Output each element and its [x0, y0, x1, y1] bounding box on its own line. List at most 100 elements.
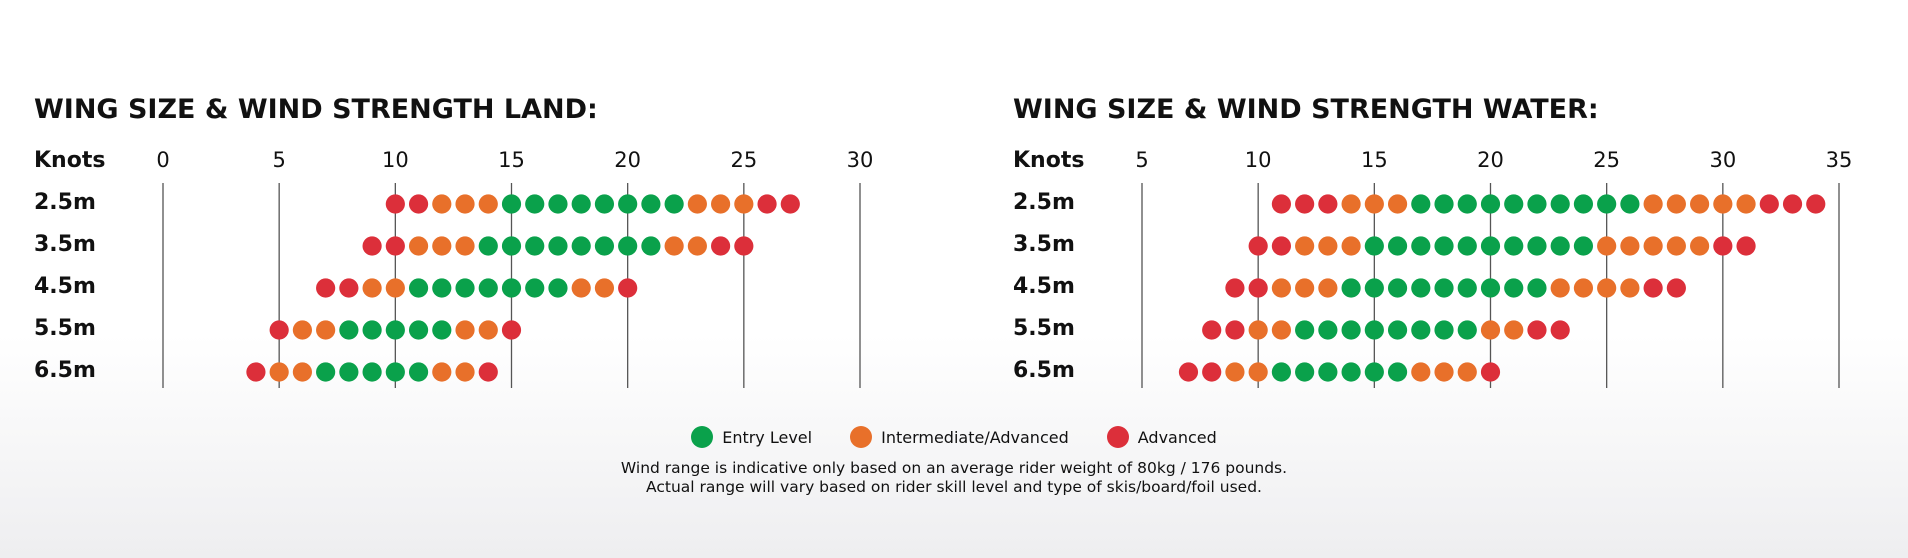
wind-dot	[408, 236, 429, 256]
legend-swatch-intermediate	[850, 426, 873, 448]
tick-label: 10	[1245, 148, 1272, 172]
wind-dot	[1295, 278, 1315, 298]
wind-dot	[455, 236, 475, 256]
wind-dot	[1202, 320, 1222, 340]
wind-dot	[1690, 194, 1710, 214]
wind-dot	[501, 194, 522, 214]
x-axis-label: Knots	[34, 148, 105, 173]
wind-dot	[1504, 320, 1524, 340]
tick-label: 15	[498, 148, 525, 172]
row-label: 4.5m	[34, 274, 96, 299]
wind-dot	[1434, 236, 1454, 256]
wind-dot	[1202, 362, 1222, 382]
wind-dot	[687, 236, 707, 256]
wind-dot	[1457, 194, 1477, 214]
tick-label: 25	[730, 148, 757, 172]
wind-dot	[362, 362, 382, 382]
wind-dot	[1271, 362, 1291, 382]
wind-dot	[408, 362, 429, 382]
wind-dot	[478, 320, 498, 340]
wind-dot	[571, 194, 591, 214]
wind-dot	[316, 278, 336, 298]
wind-dot	[1225, 320, 1245, 340]
wind-dot	[269, 362, 289, 382]
row-label: 6.5m	[34, 358, 96, 383]
tick-label: 20	[1477, 148, 1504, 172]
wind-dot	[478, 362, 498, 382]
wind-dot	[1248, 320, 1268, 340]
wind-dot	[1387, 236, 1408, 256]
note-line-2: Actual range will vary based on rider sk…	[646, 478, 1262, 496]
wind-dot	[1387, 362, 1408, 382]
wind-dot	[1411, 236, 1431, 256]
wind-dot	[641, 194, 661, 214]
wind-dot	[339, 320, 359, 340]
wind-dot	[1434, 320, 1454, 340]
wind-dot	[269, 320, 289, 340]
tick-label: 0	[156, 148, 169, 172]
legend-intermediate: Intermediate/Advanced	[850, 426, 1069, 448]
wind-dot	[408, 320, 429, 340]
wind-dot	[1341, 194, 1361, 214]
wind-dot	[1248, 278, 1268, 298]
wind-dot	[1806, 194, 1826, 214]
wind-dot	[246, 362, 266, 382]
wind-dot	[1480, 236, 1501, 256]
wind-dot	[455, 194, 475, 214]
x-axis-label: Knots	[1013, 148, 1084, 173]
wind-dot	[385, 278, 405, 298]
row-label: 3.5m	[34, 232, 96, 257]
wind-dot	[548, 236, 568, 256]
wind-dot	[525, 236, 545, 256]
wind-dot	[1457, 278, 1477, 298]
tick-label: 25	[1593, 148, 1620, 172]
wind-dot	[1457, 362, 1477, 382]
wind-dot	[1527, 320, 1547, 340]
chart-title: WING SIZE & WIND STRENGTH WATER:	[1013, 94, 1599, 125]
wind-dot	[1387, 194, 1408, 214]
wind-dot	[1225, 362, 1245, 382]
wind-dot	[1364, 320, 1384, 340]
wind-dot	[641, 236, 661, 256]
wind-dot	[734, 194, 754, 214]
wind-dot	[1341, 278, 1361, 298]
wind-dot	[455, 278, 475, 298]
wind-dot	[1295, 320, 1315, 340]
wind-dot	[385, 362, 405, 382]
wind-dot	[1736, 194, 1756, 214]
wind-dot	[757, 194, 777, 214]
row-label: 5.5m	[1013, 316, 1075, 341]
wind-dot	[1364, 278, 1384, 298]
row-label: 6.5m	[1013, 358, 1075, 383]
wind-dot	[664, 194, 684, 214]
wind-dot	[1550, 278, 1570, 298]
wind-dot	[1643, 278, 1663, 298]
wind-dot	[734, 236, 754, 256]
wind-dot	[1178, 362, 1199, 382]
wind-dot	[664, 236, 684, 256]
wind-dot	[1364, 194, 1384, 214]
wind-dot	[525, 278, 545, 298]
wind-dot	[1434, 362, 1454, 382]
tick-label: 10	[382, 148, 409, 172]
wind-dot	[1411, 362, 1431, 382]
wind-dot	[339, 278, 359, 298]
wind-dot	[1434, 194, 1454, 214]
wind-dot	[1573, 236, 1594, 256]
wind-dot	[1782, 194, 1803, 214]
wind-dot	[1620, 278, 1640, 298]
chart-title: WING SIZE & WIND STRENGTH LAND:	[34, 94, 598, 125]
legend-entry: Entry Level	[691, 426, 812, 448]
row-label: 4.5m	[1013, 274, 1075, 299]
wind-dot	[1318, 194, 1338, 214]
tick-label: 5	[1135, 148, 1148, 172]
note-line-1: Wind range is indicative only based on a…	[620, 459, 1288, 477]
wind-dot	[780, 194, 800, 214]
wind-dot	[292, 362, 312, 382]
legend: Entry Level Intermediate/Advanced Advanc…	[0, 426, 1908, 448]
wind-dot	[1504, 278, 1524, 298]
wind-dot	[1318, 236, 1338, 256]
wind-dot	[1480, 194, 1501, 214]
wind-dot	[408, 278, 429, 298]
wind-dot	[1341, 320, 1361, 340]
